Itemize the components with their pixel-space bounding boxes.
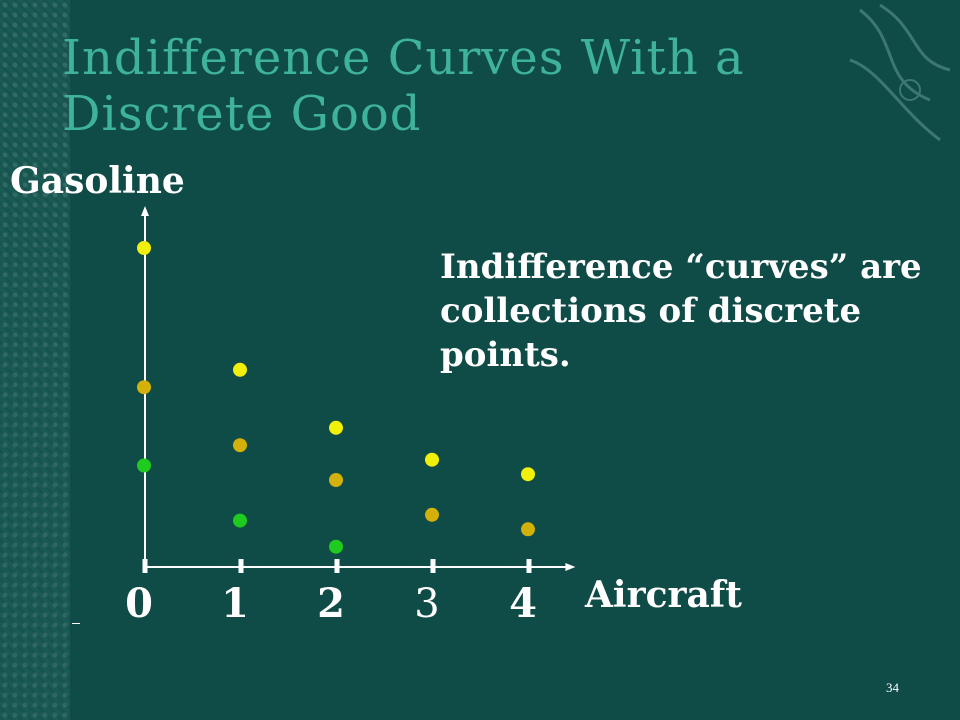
data-point	[137, 241, 151, 255]
x-tick-label: 2	[317, 580, 345, 627]
x-axis-label: Aircraft	[585, 574, 742, 616]
data-point	[329, 473, 343, 487]
x-tick-mark	[526, 559, 532, 573]
floral-ornament-icon	[849, 3, 951, 142]
y-axis-arrow-icon	[141, 206, 149, 216]
decorative-left-strip	[0, 0, 70, 720]
slide-number: 34	[886, 680, 899, 695]
x-axis-arrow-icon	[565, 563, 576, 571]
annotation-text: Indifference “curves” are collections of…	[440, 247, 922, 375]
x-tick-label: 3	[414, 581, 439, 627]
data-point	[425, 452, 439, 467]
data-point	[521, 522, 535, 537]
slide-title: Indifference Curves With a Discrete Good	[62, 30, 745, 142]
stray-mark	[72, 623, 80, 624]
data-point	[137, 380, 151, 395]
x-tick-mark	[142, 559, 148, 573]
data-point	[233, 362, 247, 377]
x-tick-label: 0	[125, 580, 153, 627]
x-tick-mark	[334, 559, 340, 573]
data-point	[425, 507, 439, 522]
x-tick-label: 1	[221, 580, 249, 627]
data-point	[233, 438, 247, 453]
x-tick-mark	[430, 559, 436, 573]
y-axis-label: Gasoline	[10, 160, 185, 202]
chart-points	[137, 241, 535, 554]
chart-tick-labels: 0 1 2 3 4	[125, 580, 537, 627]
data-point	[329, 420, 343, 435]
slide-background	[70, 0, 960, 720]
data-point	[233, 513, 247, 528]
chart-ticks	[142, 559, 532, 573]
chart-axes	[141, 206, 576, 571]
data-point	[137, 458, 151, 473]
x-tick-mark	[238, 559, 244, 573]
x-tick-label: 4	[509, 580, 537, 627]
data-point	[521, 467, 535, 482]
data-point	[329, 539, 343, 554]
